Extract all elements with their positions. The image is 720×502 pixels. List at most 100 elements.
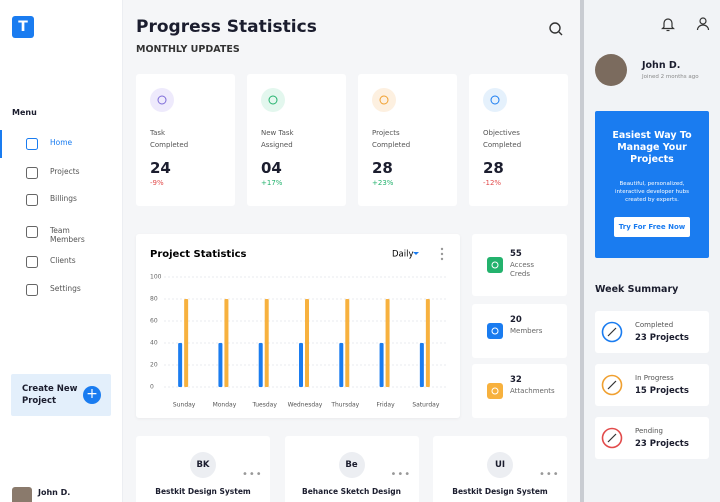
icon-arrow [607,327,617,337]
stat-label: New Task Assigned [261,129,294,149]
resource-value: 55 [510,249,522,259]
icon-shape [26,284,38,296]
bar [184,299,189,387]
plus-button[interactable]: + [83,386,101,404]
stat-icon [483,88,507,112]
resource-card: 55 Access Creds [472,234,567,296]
chart: Project Statistics Daily 0 20 40 60 80 100 Sun… [150,247,446,409]
icon-ring [601,427,623,449]
promo-button[interactable]: Try For Free Now [614,217,690,237]
resource-label: Attachments [510,387,555,395]
stat-label: Objectives Completed [483,129,522,149]
menu-item[interactable]: Home [50,138,73,147]
menu-item[interactable]: Team Members [50,226,85,244]
logo[interactable]: T [12,16,34,38]
bar [345,299,350,387]
stat-change: -12% [483,179,502,187]
icon-ring [601,321,623,343]
resource-icon [487,323,503,339]
summary-title: Week Summary [595,284,679,295]
resource-card: 32 Attachments [472,364,567,418]
menu-item[interactable]: Projects [50,167,80,176]
icon-bg [261,88,285,112]
y-tick-label: 0 [150,384,154,391]
promo-text: Beautiful, personalized, interactive dev… [615,181,689,203]
resource-card: 20 Members [472,304,567,358]
more-dots[interactable]: ••• [539,469,560,480]
icon-bg [487,383,503,399]
promo-title: Easiest Way To Manage Your Projects [612,130,692,165]
icon-arrow [607,380,617,390]
resource-label: Access Creds [510,261,534,278]
menu-icon [26,226,38,238]
icon-shape [379,95,389,105]
icon-bg [487,323,503,339]
summary-value: 15 Projects [635,386,689,396]
y-tick-label: 20 [150,362,158,369]
menu-icon [26,138,38,150]
right-panel: John D. Joined 2 months ago Easiest Way … [584,0,720,502]
menu-icon [26,194,38,206]
y-tick-label: 60 [150,318,158,325]
resource-value: 32 [510,375,522,385]
bar [178,343,183,387]
summary-value: 23 Projects [635,439,689,449]
search-icon[interactable] [548,21,564,37]
bar [305,299,309,387]
project-name: Bestkit Design System [155,487,251,496]
active-indicator [0,130,2,158]
stat-icon [372,88,396,112]
profile-name: John D. [642,60,681,71]
project-initials: Be [338,452,365,478]
stat-value: 24 [150,159,171,177]
project-name: Behance Sketch Design [302,487,401,496]
summary-label: In Progress [635,374,674,382]
x-tick-label: Thursday [330,402,359,409]
stat-icon [150,88,174,112]
summary-card: Pending 23 Projects [595,417,709,459]
filter-caret[interactable] [413,252,419,255]
icon-arrow [607,433,617,443]
icon-bg [150,88,174,112]
menu-item[interactable]: Clients [50,256,76,265]
more-dots[interactable]: ••• [242,469,263,480]
summary-card: Completed 23 Projects [595,311,709,353]
menu-icon [26,167,38,179]
create-project[interactable]: Create New Project + [11,374,111,416]
avatar [12,487,32,502]
x-tick-label: Friday [376,402,395,409]
profile-joined: Joined 2 months ago [642,74,699,80]
resource-icon [487,383,503,399]
bar [379,343,384,387]
icon-shape [490,95,500,105]
chart-filter[interactable]: Daily [392,250,414,260]
stat-icon [261,88,285,112]
resource-icon [487,257,503,273]
icon-shape [26,138,38,150]
stat-card: Task Completed 24 -9% [136,74,235,206]
icon-bg [487,257,503,273]
chart-card: Project Statistics Daily 0 20 40 60 80 100 Sun… [136,234,460,418]
icon-shape [26,226,38,238]
resource-label: Members [510,327,543,335]
icon-shape [26,167,38,179]
bell-icon[interactable] [661,16,675,32]
bar [218,343,223,387]
project-initials: BK [190,452,216,478]
icon-shape [491,261,499,269]
scrollbar[interactable] [580,0,584,502]
stat-change: +17% [261,179,283,187]
project-initials: UI [487,452,513,478]
icon-shape [26,194,38,206]
y-tick-label: 80 [150,296,158,303]
summary-value: 23 Projects [635,333,689,343]
menu-item[interactable]: Billings [50,194,77,203]
more-dots[interactable]: ••• [390,469,412,480]
more-icon[interactable] [440,247,444,261]
icon-shape [157,95,167,105]
user-icon[interactable] [696,16,710,32]
menu-item[interactable]: Settings [50,284,81,293]
menu-icon [26,284,38,296]
x-tick-label: Monday [213,402,237,409]
